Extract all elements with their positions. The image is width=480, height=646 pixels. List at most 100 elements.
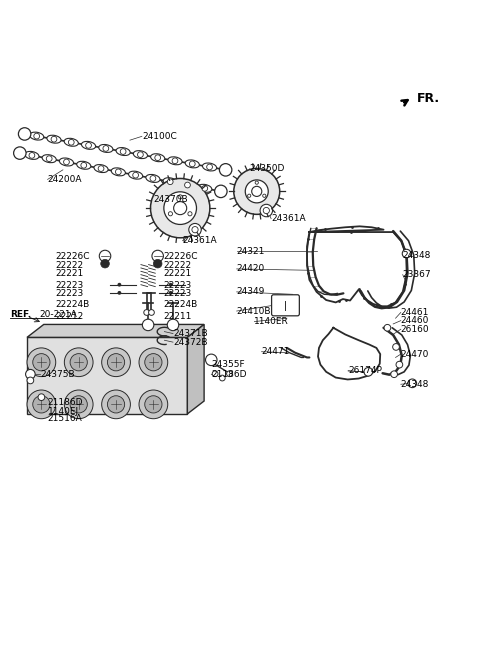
Text: 24370B: 24370B [154, 195, 189, 204]
Circle shape [139, 390, 168, 419]
Circle shape [144, 309, 150, 315]
Ellipse shape [111, 168, 125, 176]
Text: 21516A: 21516A [48, 414, 83, 423]
Circle shape [108, 396, 125, 413]
Circle shape [103, 145, 108, 151]
Text: FR.: FR. [417, 92, 440, 105]
FancyBboxPatch shape [272, 295, 300, 316]
Circle shape [81, 162, 86, 168]
Circle shape [18, 128, 31, 140]
Circle shape [168, 283, 172, 287]
Text: 1140ER: 1140ER [254, 317, 289, 326]
Circle shape [120, 149, 126, 154]
Text: 24461: 24461 [401, 308, 429, 317]
Circle shape [68, 140, 74, 145]
Text: 24371B: 24371B [173, 329, 208, 338]
Text: 22221: 22221 [163, 269, 192, 278]
Text: 24460: 24460 [401, 316, 429, 325]
Circle shape [205, 354, 217, 366]
Polygon shape [187, 324, 204, 414]
Circle shape [108, 353, 125, 371]
Circle shape [34, 133, 39, 139]
Ellipse shape [163, 178, 177, 186]
Circle shape [154, 259, 162, 268]
Circle shape [227, 371, 232, 377]
Circle shape [396, 361, 403, 368]
Circle shape [143, 319, 154, 331]
Text: 24372B: 24372B [173, 338, 207, 347]
Circle shape [402, 249, 411, 258]
Text: 24348: 24348 [403, 251, 431, 260]
Circle shape [70, 353, 87, 371]
Circle shape [51, 136, 57, 142]
Text: 24471: 24471 [262, 347, 290, 356]
Circle shape [263, 207, 269, 214]
Circle shape [29, 152, 35, 158]
Text: 24349: 24349 [237, 287, 265, 297]
Circle shape [215, 185, 227, 198]
Circle shape [248, 194, 251, 198]
Text: 24200A: 24200A [48, 175, 82, 184]
Ellipse shape [168, 157, 182, 165]
Ellipse shape [146, 174, 160, 182]
Circle shape [168, 291, 172, 295]
Ellipse shape [116, 147, 130, 156]
Ellipse shape [185, 160, 199, 168]
Text: 24361A: 24361A [271, 214, 306, 223]
Ellipse shape [42, 154, 56, 163]
Circle shape [168, 212, 172, 216]
Circle shape [27, 377, 34, 384]
Circle shape [13, 147, 26, 160]
Ellipse shape [99, 145, 113, 152]
Text: 22226C: 22226C [163, 253, 198, 262]
Polygon shape [27, 324, 204, 337]
Ellipse shape [82, 141, 96, 149]
Circle shape [102, 390, 131, 419]
Text: 23367: 23367 [403, 270, 432, 279]
Circle shape [151, 178, 210, 238]
Circle shape [33, 353, 50, 371]
Circle shape [139, 348, 168, 377]
Circle shape [164, 192, 196, 224]
Polygon shape [27, 337, 187, 414]
Circle shape [384, 324, 391, 331]
Circle shape [27, 390, 56, 419]
Circle shape [219, 163, 232, 176]
Text: 22223: 22223 [56, 289, 84, 298]
Text: 22223: 22223 [163, 289, 192, 298]
Circle shape [138, 152, 144, 158]
Circle shape [212, 371, 218, 377]
Circle shape [149, 309, 155, 315]
Text: 26174P: 26174P [348, 366, 382, 375]
Circle shape [393, 344, 399, 350]
Text: 22223: 22223 [56, 281, 84, 290]
Circle shape [145, 396, 162, 413]
Text: 24350D: 24350D [250, 164, 285, 173]
Circle shape [263, 194, 266, 198]
Circle shape [364, 368, 372, 376]
Circle shape [245, 180, 268, 203]
Circle shape [25, 370, 35, 379]
Circle shape [188, 212, 192, 216]
Text: 22224B: 22224B [163, 300, 198, 309]
Circle shape [408, 379, 417, 388]
Circle shape [192, 227, 198, 233]
Circle shape [38, 394, 45, 401]
Circle shape [46, 156, 52, 162]
Ellipse shape [94, 165, 108, 172]
Circle shape [178, 195, 182, 199]
Circle shape [234, 169, 280, 214]
Circle shape [102, 348, 131, 377]
Circle shape [64, 159, 69, 165]
Circle shape [391, 371, 397, 377]
Circle shape [172, 158, 178, 163]
Text: 26160: 26160 [401, 325, 430, 334]
Circle shape [70, 396, 87, 413]
Circle shape [252, 186, 262, 196]
Text: 1140EJ: 1140EJ [48, 406, 79, 415]
Circle shape [145, 353, 162, 371]
Circle shape [174, 202, 187, 214]
Circle shape [152, 250, 163, 262]
Ellipse shape [25, 151, 39, 160]
Ellipse shape [77, 162, 91, 169]
